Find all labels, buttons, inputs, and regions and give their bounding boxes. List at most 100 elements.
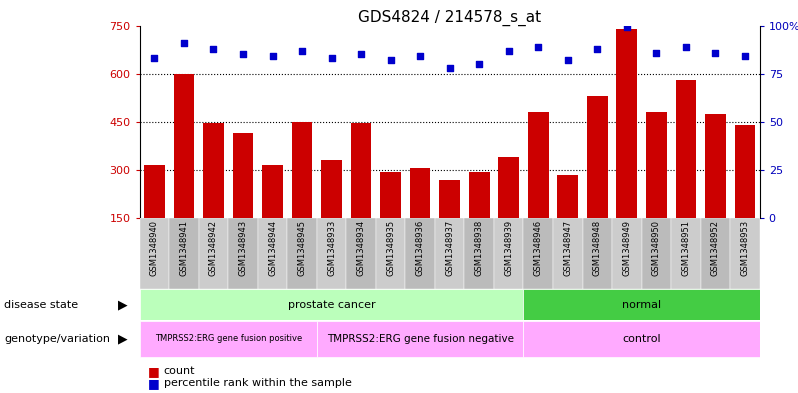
Point [325, 55, 338, 61]
Point [207, 46, 219, 52]
Point [531, 44, 544, 50]
Bar [203, 123, 223, 218]
Bar [322, 160, 342, 218]
Bar [583, 218, 612, 289]
Bar [671, 218, 701, 289]
Bar [553, 218, 583, 289]
Bar [174, 73, 194, 218]
Bar [464, 218, 494, 289]
Bar [523, 290, 760, 320]
Text: GSM1348937: GSM1348937 [445, 220, 454, 277]
Bar [169, 218, 199, 289]
Bar [317, 321, 523, 357]
Text: GSM1348949: GSM1348949 [622, 220, 631, 276]
Text: percentile rank within the sample: percentile rank within the sample [164, 378, 351, 388]
Bar [676, 80, 696, 218]
Bar [523, 218, 553, 289]
Text: GSM1348944: GSM1348944 [268, 220, 277, 276]
Bar [140, 290, 523, 320]
Text: GSM1348938: GSM1348938 [475, 220, 484, 277]
Bar [612, 218, 642, 289]
Point [502, 48, 515, 54]
Text: TMPRSS2:ERG gene fusion positive: TMPRSS2:ERG gene fusion positive [155, 334, 302, 343]
Point [295, 48, 308, 54]
Point [679, 44, 692, 50]
Bar [317, 218, 346, 289]
Bar [381, 172, 401, 218]
Text: GSM1348939: GSM1348939 [504, 220, 513, 276]
Bar [701, 218, 730, 289]
Text: GSM1348934: GSM1348934 [357, 220, 365, 276]
Text: genotype/variation: genotype/variation [4, 334, 110, 344]
Text: GSM1348936: GSM1348936 [416, 220, 425, 277]
Text: GSM1348946: GSM1348946 [534, 220, 543, 276]
Bar [351, 123, 371, 218]
Text: ▶: ▶ [118, 332, 128, 345]
Text: GSM1348948: GSM1348948 [593, 220, 602, 276]
Text: GSM1348952: GSM1348952 [711, 220, 720, 276]
Point [177, 40, 190, 46]
Bar [199, 218, 228, 289]
Text: control: control [622, 334, 661, 344]
Point [444, 65, 456, 71]
Text: GSM1348951: GSM1348951 [681, 220, 690, 276]
Point [591, 46, 603, 52]
Bar [140, 321, 317, 357]
Bar [258, 218, 287, 289]
Point [354, 51, 367, 57]
Text: GSM1348953: GSM1348953 [741, 220, 749, 276]
Text: GSM1348933: GSM1348933 [327, 220, 336, 277]
Bar [140, 218, 169, 289]
Point [266, 53, 279, 59]
Text: GSM1348943: GSM1348943 [239, 220, 247, 276]
Bar [646, 112, 666, 218]
Text: GSM1348941: GSM1348941 [180, 220, 188, 276]
Bar [144, 165, 164, 218]
Text: ▶: ▶ [118, 298, 128, 311]
Bar [523, 321, 760, 357]
Text: normal: normal [622, 299, 662, 310]
Bar [228, 218, 258, 289]
Point [709, 50, 721, 56]
Point [384, 57, 397, 63]
Bar [287, 218, 317, 289]
Point [472, 61, 485, 67]
Bar [263, 165, 282, 218]
Point [236, 51, 249, 57]
Point [620, 24, 633, 31]
Bar [292, 122, 312, 218]
Bar [346, 218, 376, 289]
Bar [705, 114, 725, 218]
Bar [642, 218, 671, 289]
Bar [233, 133, 253, 218]
Bar [440, 180, 460, 218]
Point [561, 57, 574, 63]
Text: GDS4824 / 214578_s_at: GDS4824 / 214578_s_at [358, 10, 541, 26]
Bar [558, 175, 578, 218]
Text: ■: ■ [148, 365, 160, 378]
Text: count: count [164, 366, 195, 376]
Text: prostate cancer: prostate cancer [288, 299, 375, 310]
Text: GSM1348935: GSM1348935 [386, 220, 395, 276]
Bar [405, 218, 435, 289]
Bar [494, 218, 523, 289]
Text: GSM1348950: GSM1348950 [652, 220, 661, 276]
Bar [730, 218, 760, 289]
Text: GSM1348947: GSM1348947 [563, 220, 572, 276]
Text: TMPRSS2:ERG gene fusion negative: TMPRSS2:ERG gene fusion negative [326, 334, 514, 344]
Point [413, 53, 426, 59]
Bar [735, 125, 755, 218]
Point [148, 55, 160, 61]
Text: ■: ■ [148, 376, 160, 390]
Bar [528, 112, 548, 218]
Bar [617, 29, 637, 218]
Bar [410, 168, 430, 218]
Text: GSM1348942: GSM1348942 [209, 220, 218, 276]
Text: GSM1348945: GSM1348945 [298, 220, 306, 276]
Bar [376, 218, 405, 289]
Point [738, 53, 751, 59]
Text: GSM1348940: GSM1348940 [150, 220, 159, 276]
Bar [587, 96, 607, 218]
Text: disease state: disease state [4, 299, 78, 310]
Bar [435, 218, 464, 289]
